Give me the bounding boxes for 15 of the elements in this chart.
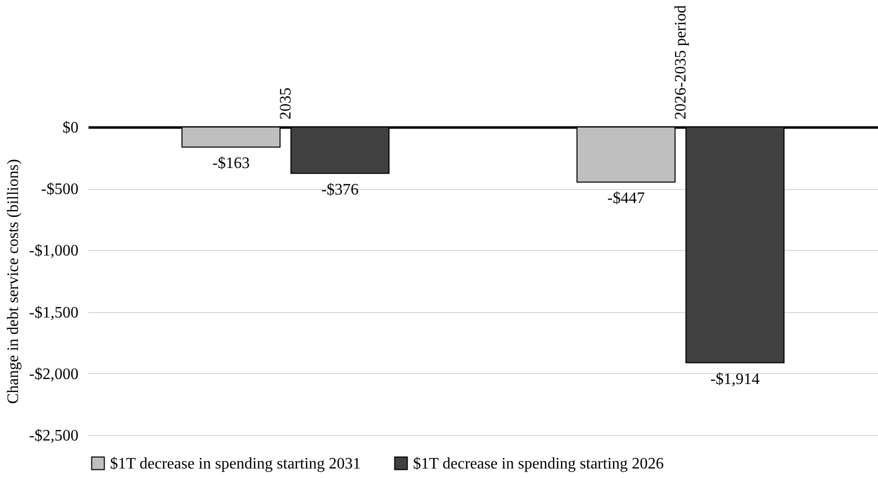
y-tick-label: -$2,000 <box>29 366 78 383</box>
y-tick-label: -$500 <box>41 181 78 198</box>
data-label: -$163 <box>212 155 250 172</box>
x-tick-label: 2035 <box>278 88 294 120</box>
legend-label: $1T decrease in spending starting 2026 <box>413 455 664 472</box>
data-label: -$1,914 <box>710 370 760 388</box>
y-tick-label: $0 <box>62 120 78 136</box>
y-tick-label: -$1,000 <box>29 242 78 260</box>
y-tick-label: -$1,500 <box>29 304 78 322</box>
y-axis-title: Change in debt service costs (billions) <box>5 159 22 404</box>
y-tick-label: -$2,500 <box>29 428 78 444</box>
data-label: -$447 <box>607 190 645 208</box>
legend-label: $1T decrease in spending starting 2031 <box>110 455 361 472</box>
data-label: -$376 <box>321 181 359 198</box>
x-tick-label: 2026-2035 period <box>672 5 690 120</box>
